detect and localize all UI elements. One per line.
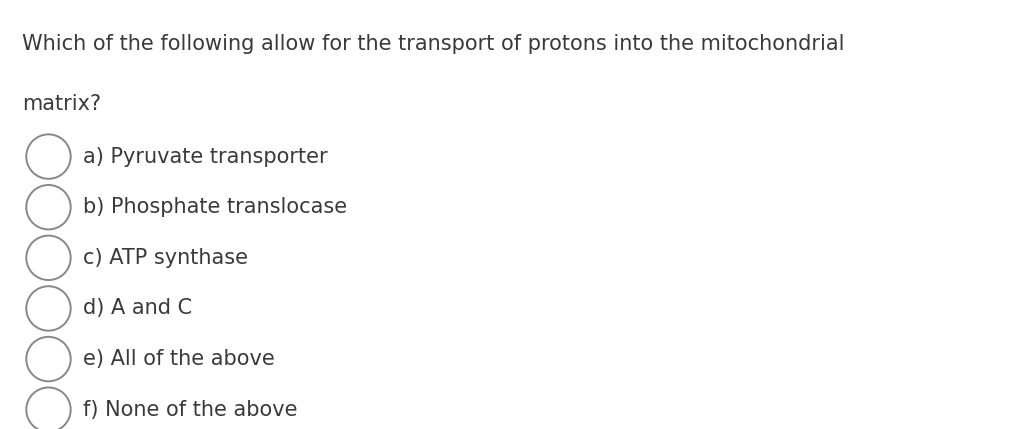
Text: Which of the following allow for the transport of protons into the mitochondrial: Which of the following allow for the tra… [22, 34, 844, 54]
Text: d) A and C: d) A and C [83, 299, 192, 318]
Text: matrix?: matrix? [22, 94, 101, 115]
Text: c) ATP synthase: c) ATP synthase [83, 248, 247, 268]
Text: a) Pyruvate transporter: a) Pyruvate transporter [83, 147, 327, 166]
Text: b) Phosphate translocase: b) Phosphate translocase [83, 197, 347, 217]
Text: e) All of the above: e) All of the above [83, 349, 275, 369]
Text: f) None of the above: f) None of the above [83, 400, 297, 420]
